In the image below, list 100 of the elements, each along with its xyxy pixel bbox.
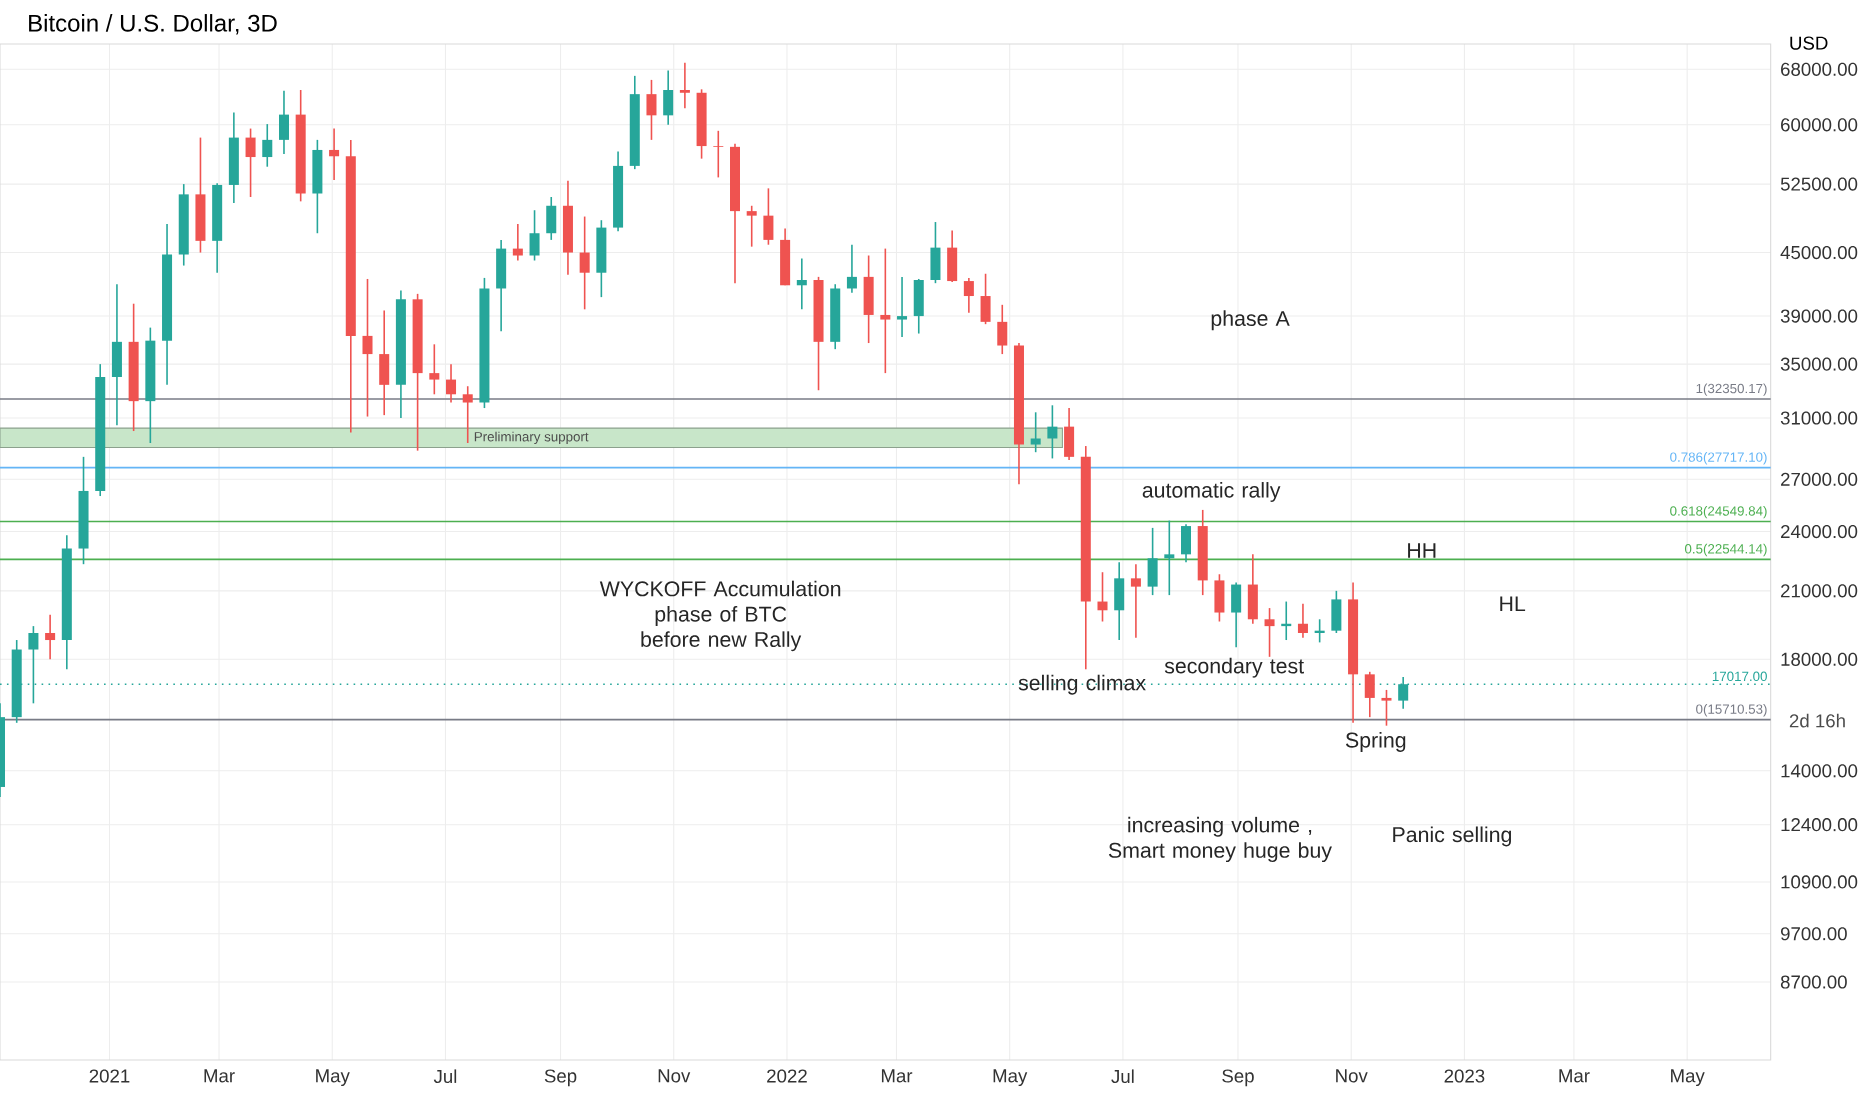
candlestick [111, 283, 122, 426]
candlestick [846, 243, 857, 294]
text: 2d 16h [1789, 713, 1845, 728]
y-tick-label: 24000.00 [1781, 524, 1858, 539]
x-tick-label: Nov [658, 1069, 691, 1083]
candlestick [713, 130, 724, 179]
y-tick-label: 31000.00 [1780, 411, 1858, 425]
candlestick [880, 247, 891, 374]
chart-title: Bitcoin / U.S. Dollar, 3D [29, 14, 277, 35]
candlestick [863, 254, 874, 344]
candlestick [1147, 527, 1158, 596]
candlestick [278, 89, 289, 155]
x-tick-label: 2022 [767, 1069, 807, 1083]
candlestick [1264, 607, 1275, 658]
annotation: increasing volume , Smart money huge buy [1108, 816, 1332, 863]
candlestick [679, 62, 690, 109]
x-tick-label: Mar [881, 1069, 913, 1083]
x-tick-label: Jul [433, 1069, 457, 1084]
candlestick [462, 385, 473, 444]
annotation: secondary test [1164, 657, 1304, 678]
x-tick-label: Nov [1336, 1069, 1368, 1083]
candlestick [1030, 411, 1041, 454]
annotation: Panic selling [1393, 826, 1512, 847]
candlestick [446, 363, 457, 404]
candlestick [1297, 602, 1308, 639]
y-axis-title: USD [1790, 36, 1828, 50]
annotation: WYCKOFF Accumulation phase of BTC before new Rally [599, 580, 841, 652]
candlestick [930, 221, 941, 284]
candlestick [596, 219, 607, 298]
annotation: selling climax [1018, 674, 1146, 695]
x-tick-label: May [993, 1069, 1028, 1087]
candlestick [529, 209, 540, 262]
candlestick [646, 79, 657, 141]
candlestick [1214, 573, 1225, 623]
y-tick-label: 39000.00 [1780, 309, 1858, 323]
candlestick [429, 343, 440, 396]
candlestick [1047, 404, 1058, 460]
y-tick-label: 8700.00 [1780, 975, 1847, 989]
candlestick [496, 239, 507, 332]
candlestick [195, 136, 206, 254]
y-tick-label: 68000.00 [1781, 62, 1858, 76]
candlestick [897, 276, 908, 338]
candlestick [28, 625, 39, 705]
candlestick [245, 127, 256, 198]
candlestick [1064, 407, 1075, 461]
y-tick-label: 18000.00 [1781, 652, 1858, 666]
candlestick [45, 614, 56, 661]
candlestick [780, 227, 791, 287]
x-tick-label: May [316, 1069, 350, 1087]
annotation: HL [1500, 596, 1526, 612]
y-tick-label: 14000.00 [1781, 764, 1858, 778]
candlestick [947, 229, 958, 283]
annotation: Spring [1345, 731, 1406, 752]
x-tick-label: Mar [1559, 1069, 1590, 1083]
candlestick [228, 111, 239, 204]
candlestick [1381, 689, 1392, 727]
candlestick [562, 179, 573, 276]
candlestick [262, 123, 273, 168]
candlestick [1181, 523, 1192, 563]
x-tick-label: May [1671, 1069, 1705, 1087]
candlestick [579, 215, 590, 311]
candlestick [980, 272, 991, 325]
x-tick-label: Jul [1111, 1069, 1134, 1084]
candlestick [546, 196, 557, 241]
annotation: phase A [1211, 310, 1290, 331]
x-tick-label: 2021 [89, 1069, 130, 1083]
y-tick-label: 21000.00 [1781, 584, 1858, 598]
candlestick [1130, 563, 1141, 639]
y-tick-label: 45000.00 [1780, 245, 1858, 260]
y-tick-label: 27000.00 [1781, 472, 1858, 486]
annotation: HH [1408, 543, 1436, 558]
candlestick [796, 257, 807, 311]
candlestick [312, 139, 323, 235]
x-tick-label: Sep [544, 1069, 577, 1087]
candlestick [1097, 571, 1108, 623]
y-tick-label: 52500.00 [1780, 177, 1858, 191]
candlestick [1331, 590, 1342, 634]
candlestick [362, 278, 373, 418]
candlestick [913, 278, 924, 335]
y-tick-label: 10900.00 [1781, 875, 1858, 889]
candlestick [1247, 553, 1258, 625]
candlestick [1164, 519, 1175, 596]
candlestick [663, 69, 674, 126]
x-tick-label: 2023 [1444, 1069, 1485, 1083]
y-tick-label: 12400.00 [1781, 818, 1858, 832]
candlestick [763, 187, 774, 246]
x-tick-label: Mar [204, 1069, 235, 1083]
candlestick [997, 304, 1008, 355]
y-tick-label: 60000.00 [1781, 118, 1858, 132]
candlestick [746, 204, 757, 248]
candlestick [1364, 671, 1375, 718]
candlestick [1114, 561, 1125, 641]
y-tick-label: 35000.00 [1780, 357, 1858, 371]
candlestick [379, 309, 390, 416]
candlestick [963, 277, 974, 314]
y-tick-label: 9700.00 [1780, 927, 1847, 941]
candlestick [512, 223, 523, 262]
annotation: automatic rally [1142, 482, 1281, 502]
candlestick [1231, 581, 1242, 648]
x-tick-label: Sep [1222, 1069, 1254, 1087]
